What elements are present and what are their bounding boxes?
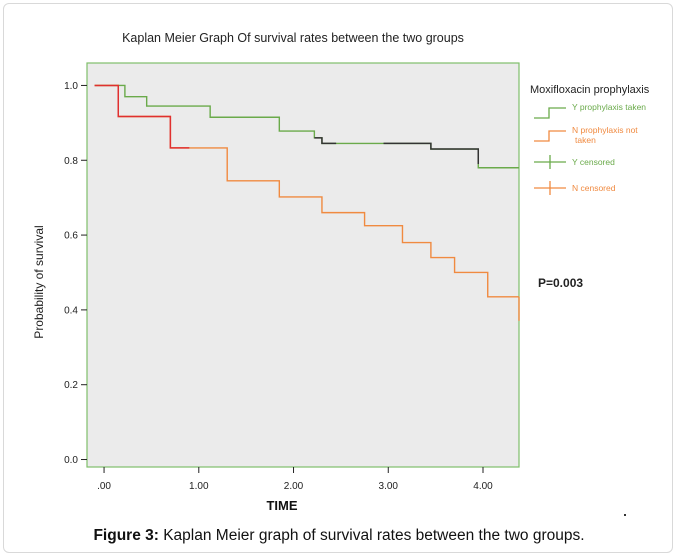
legend-step-icon — [534, 107, 566, 119]
stray-dot — [624, 514, 626, 516]
overlay-line-3 — [383, 142, 480, 164]
figure-caption: Figure 3: Kaplan Meier graph of survival… — [0, 527, 678, 545]
x-tick-label: 4.00 — [473, 481, 493, 492]
chart-title: Kaplan Meier Graph Of survival rates bet… — [122, 31, 464, 45]
legend-entry-4: N censored — [534, 181, 616, 195]
y-tick-label: 0.2 — [64, 380, 78, 391]
p-value-annotation: P=0.003 — [538, 276, 583, 290]
legend: Y prophylaxis taken N prophylaxis nottake… — [534, 102, 646, 195]
legend-label: Y prophylaxis taken — [572, 102, 646, 112]
km-chart: Kaplan Meier Graph Of survival rates bet… — [32, 31, 650, 513]
plot-area — [86, 62, 520, 468]
y-tick-label: 0.0 — [64, 455, 78, 466]
x-tick-label: 1.00 — [189, 481, 209, 492]
legend-entry-3: Y censored — [534, 155, 615, 169]
legend-title: Moxifloxacin prophylaxis — [530, 84, 650, 96]
caption-text: Kaplan Meier graph of survival rates bet… — [158, 527, 585, 544]
y-tick-label: 0.4 — [64, 305, 78, 316]
legend-label: N censored — [572, 183, 616, 193]
overlay-line-1 — [94, 84, 190, 149]
y-axis-title: Probability of survival — [32, 225, 46, 338]
caption-label: Figure 3: — [93, 527, 159, 544]
legend-entry-1: Y prophylaxis taken — [534, 102, 646, 119]
legend-label: Y censored — [572, 157, 615, 167]
y-tick-label: 0.8 — [64, 156, 78, 167]
y-axis: 0.0 0.2 0.4 0.6 0.8 1.0 — [64, 81, 87, 466]
x-tick-label: .00 — [97, 481, 111, 492]
legend-step-icon — [534, 130, 566, 142]
y-tick-label: 0.6 — [64, 231, 78, 242]
y-tick-label: 1.0 — [64, 81, 78, 92]
x-axis: .00 1.00 2.00 3.00 4.00 — [97, 467, 493, 492]
series-layer — [94, 84, 520, 321]
legend-label: N prophylaxis not — [572, 125, 638, 135]
legend-label-line2: taken — [575, 135, 596, 145]
overlay-line-2 — [314, 137, 337, 145]
x-axis-title: TIME — [266, 498, 297, 513]
x-tick-label: 2.00 — [284, 481, 304, 492]
x-tick-label: 3.00 — [379, 481, 399, 492]
